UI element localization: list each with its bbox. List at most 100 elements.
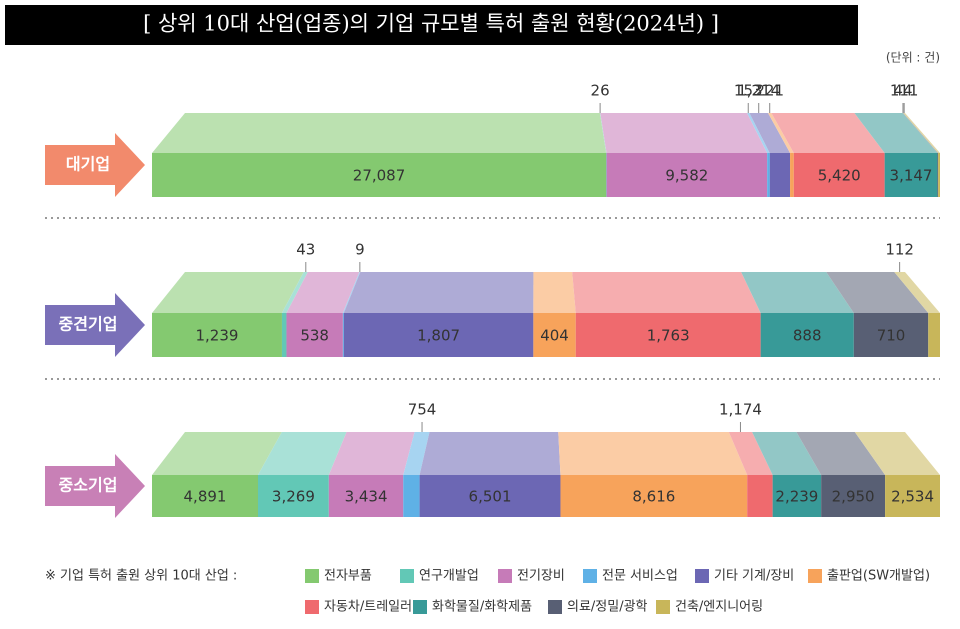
bar [606, 153, 768, 197]
bar [152, 153, 607, 197]
badge [45, 133, 145, 197]
bar-top [152, 113, 607, 153]
bar-top [572, 272, 761, 313]
value-label: 3,434 [345, 488, 388, 506]
chart-title: [ 상위 10대 산업(업종)의 기업 규모별 특허 출원 현황(2024년) … [143, 12, 719, 36]
legend-title: ※ 기업 특허 출원 상위 10대 산업 : [45, 569, 237, 584]
legend-label: 자동차/트레일러 [324, 600, 412, 615]
value-label: 112 [885, 241, 914, 259]
value-label: 5,420 [818, 167, 861, 185]
value-label: 1,214 [737, 82, 780, 100]
category-label: 대기업 [66, 155, 110, 174]
legend-label: 화학물질/화학제품 [432, 600, 532, 615]
bar-top [903, 113, 940, 153]
bar [419, 475, 561, 517]
bar-top [152, 432, 282, 475]
bar [575, 313, 761, 357]
value-label: 1,174 [719, 401, 762, 419]
legend-swatch [305, 600, 319, 614]
bar-top [343, 272, 534, 313]
bar [885, 475, 940, 517]
legend-swatch [400, 569, 414, 583]
bar-top [342, 272, 361, 313]
bar [790, 153, 794, 197]
legend-label: 건축/엔지니어링 [675, 600, 763, 615]
bar [257, 475, 329, 517]
bar-top [902, 113, 939, 153]
category-label: 중소기업 [59, 476, 118, 495]
bar [328, 475, 404, 517]
title-bar [5, 5, 858, 45]
bar [937, 153, 939, 197]
bar-top [854, 113, 938, 153]
legend-label: 의료/정밀/광학 [567, 600, 648, 615]
value-label: 1,807 [417, 327, 460, 345]
bar-top [728, 432, 773, 475]
bar [938, 153, 940, 197]
bar [152, 475, 258, 517]
bar-top [281, 272, 308, 313]
value-label: 404 [540, 327, 569, 345]
legend-label: 전문 서비스업 [602, 569, 678, 584]
bar [884, 153, 938, 197]
bar-top [600, 113, 768, 153]
value-label: 2,534 [891, 488, 934, 506]
value-label: 43 [296, 241, 315, 259]
value-label: 888 [793, 327, 822, 345]
legend-swatch [548, 600, 562, 614]
legend-swatch [413, 600, 427, 614]
legend-label: 출판업(SW개발업) [827, 569, 930, 584]
bar-top [533, 272, 576, 313]
bar [772, 475, 822, 517]
bar-top [747, 113, 770, 153]
value-label: 538 [300, 327, 329, 345]
legend-swatch [498, 569, 512, 583]
value-label: 111 [890, 82, 919, 100]
bar-top [771, 113, 885, 153]
legend-swatch [305, 569, 319, 583]
bar-top [558, 432, 748, 475]
legend-swatch [583, 569, 597, 583]
legend-swatch [695, 569, 709, 583]
value-label: 710 [877, 327, 906, 345]
bar-top [403, 432, 430, 475]
bar-top [152, 272, 304, 313]
value-label: 153 [734, 82, 763, 100]
bar-top [749, 113, 791, 153]
bar [560, 475, 748, 517]
bar [769, 153, 791, 197]
value-label: 26 [591, 82, 610, 100]
value-label: 1,763 [647, 327, 690, 345]
bar [533, 313, 576, 357]
legend-swatch [656, 600, 670, 614]
bar [767, 153, 770, 197]
badge [45, 454, 145, 518]
unit-label: (단위 : 건) [886, 51, 940, 65]
value-label: 1,239 [195, 327, 238, 345]
badge [45, 293, 145, 357]
value-label: 8,616 [632, 488, 675, 506]
bar [793, 153, 885, 197]
bar-top [286, 272, 360, 313]
value-label: 6,501 [469, 488, 512, 506]
value-label: 2,950 [832, 488, 875, 506]
bar [928, 313, 940, 357]
bar-top [752, 432, 822, 475]
bar [853, 313, 929, 357]
bar-top [826, 272, 929, 313]
category-label: 중견기업 [59, 315, 118, 334]
bar-top [257, 432, 347, 475]
value-label: 4,891 [184, 488, 227, 506]
bar-top [741, 272, 854, 313]
legend-swatch [808, 569, 822, 583]
bar [760, 313, 854, 357]
legend-label: 연구개발업 [419, 569, 479, 584]
bar-top [768, 113, 794, 153]
bar [286, 313, 343, 357]
legend-label: 전기장비 [517, 569, 565, 584]
value-label: 44 [893, 82, 912, 100]
value-label: 2,239 [775, 488, 818, 506]
legend-label: 기타 기계/장비 [714, 569, 794, 584]
bar-top [894, 272, 940, 313]
